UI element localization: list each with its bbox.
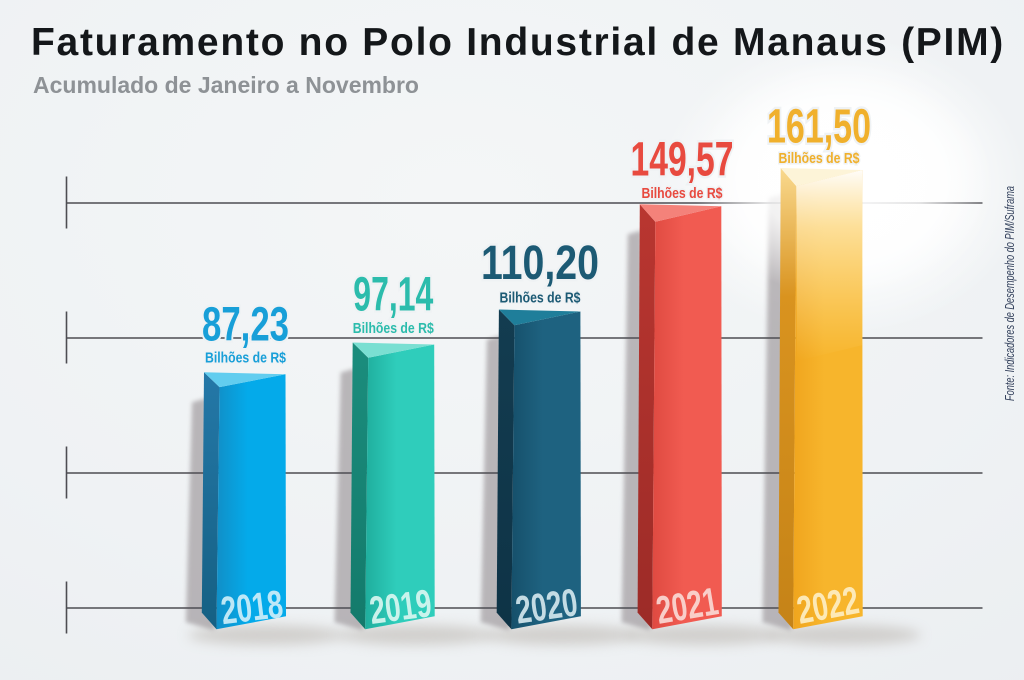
svg-text:110,20: 110,20 [481,237,599,290]
svg-text:Bilhões de R$: Bilhões de R$ [779,150,861,167]
svg-text:2018: 2018 [219,583,286,633]
svg-text:2020: 2020 [513,581,580,632]
svg-text:97,14: 97,14 [353,269,433,322]
svg-text:2019: 2019 [367,582,434,633]
svg-text:87,23: 87,23 [202,299,289,352]
svg-text:161,50: 161,50 [767,101,871,154]
svg-text:Fonte: Indicadores de Desempen: Fonte: Indicadores de Desempenho do PIM/… [1002,186,1017,401]
svg-text:2021: 2021 [653,580,721,633]
svg-text:Bilhões de R$: Bilhões de R$ [353,320,435,337]
svg-text:149,57: 149,57 [631,134,734,187]
svg-text:Bilhões de R$: Bilhões de R$ [205,350,287,367]
svg-text:Bilhões de R$: Bilhões de R$ [642,185,724,202]
svg-text:Bilhões de R$: Bilhões de R$ [500,289,582,306]
